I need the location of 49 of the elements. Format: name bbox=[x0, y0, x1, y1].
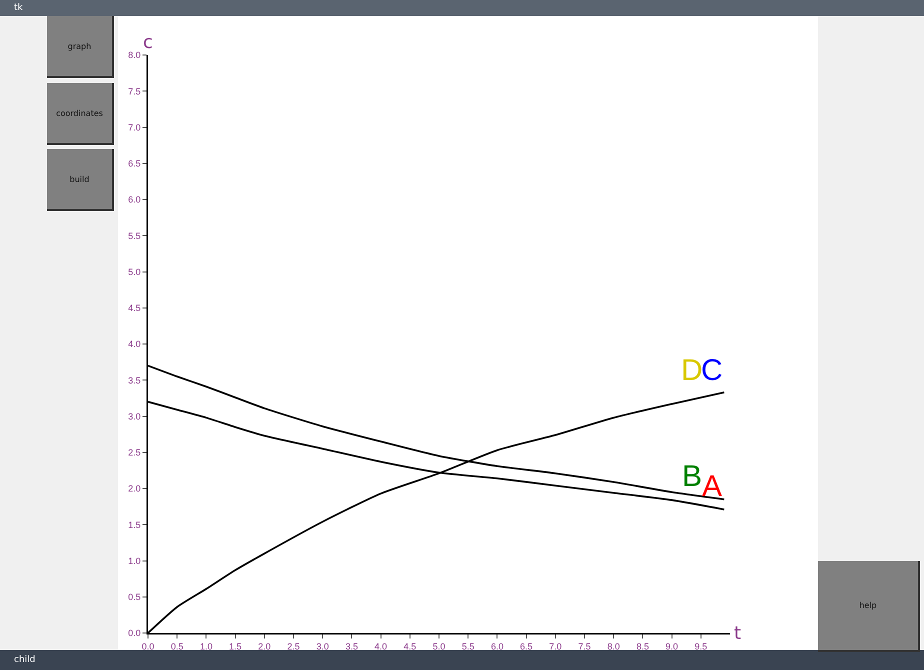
y-tick-label: 5.0 bbox=[128, 266, 141, 277]
y-tick-label: 3.5 bbox=[128, 375, 141, 386]
y-tick-label: 7.0 bbox=[128, 122, 141, 132]
x-tick-label: 6.5 bbox=[520, 641, 533, 652]
y-tick-label: 1.0 bbox=[128, 556, 141, 566]
annotation: C bbox=[701, 354, 723, 387]
y-tick-label: 2.5 bbox=[128, 448, 141, 458]
x-tick-label: 5.5 bbox=[462, 641, 474, 652]
y-tick-label: 4.5 bbox=[128, 303, 141, 314]
y-tick-label: 7.5 bbox=[128, 86, 141, 96]
text: child bbox=[14, 655, 36, 665]
button: coordinates bbox=[47, 83, 114, 145]
annotation: A bbox=[702, 470, 722, 503]
annotation: D bbox=[681, 354, 703, 387]
y-tick-label: 1.5 bbox=[128, 520, 141, 530]
x-tick-label: 4.5 bbox=[404, 641, 416, 652]
x-tick-label: 5.0 bbox=[432, 641, 446, 652]
x-tick-label: 6.0 bbox=[490, 641, 504, 652]
y-tick-label: 5.5 bbox=[128, 230, 141, 241]
y-tick-label: 0.0 bbox=[128, 628, 141, 638]
annotation: B bbox=[682, 460, 702, 493]
x-tick-label: 7.5 bbox=[578, 641, 591, 652]
button: graph bbox=[47, 16, 114, 78]
text: tk bbox=[14, 3, 23, 13]
x-tick-label: 8.0 bbox=[607, 641, 620, 652]
x-tick-label: 9.5 bbox=[694, 641, 708, 652]
x-tick-label: 1.0 bbox=[200, 641, 212, 652]
x-tick-label: 4.0 bbox=[374, 641, 388, 652]
x-axis-title: t bbox=[734, 623, 742, 644]
x-tick-label: 8.5 bbox=[636, 641, 649, 652]
x-tick-label: 9.0 bbox=[666, 641, 678, 652]
y-tick-label: 8.0 bbox=[128, 50, 141, 60]
x-tick-label: 2.0 bbox=[258, 641, 271, 652]
button: help bbox=[818, 561, 920, 652]
x-tick-label: 0.0 bbox=[142, 641, 154, 652]
x-tick-label: 1.5 bbox=[229, 641, 242, 652]
y-tick-label: 6.0 bbox=[128, 194, 141, 205]
x-tick-label: 0.5 bbox=[170, 641, 184, 652]
y-tick-label: 4.0 bbox=[128, 339, 141, 350]
x-tick-label: 2.5 bbox=[287, 641, 300, 652]
x-tick-label: 7.0 bbox=[549, 641, 562, 652]
y-axis-title: c bbox=[143, 32, 153, 53]
y-tick-label: 2.0 bbox=[128, 484, 141, 494]
button: build bbox=[47, 149, 114, 211]
y-tick-label: 3.0 bbox=[128, 411, 141, 422]
y-tick-label: 0.5 bbox=[128, 592, 141, 602]
y-tick-label: 6.5 bbox=[128, 158, 141, 169]
x-tick-label: 3.0 bbox=[316, 641, 329, 652]
x-tick-label: 3.5 bbox=[345, 641, 358, 652]
